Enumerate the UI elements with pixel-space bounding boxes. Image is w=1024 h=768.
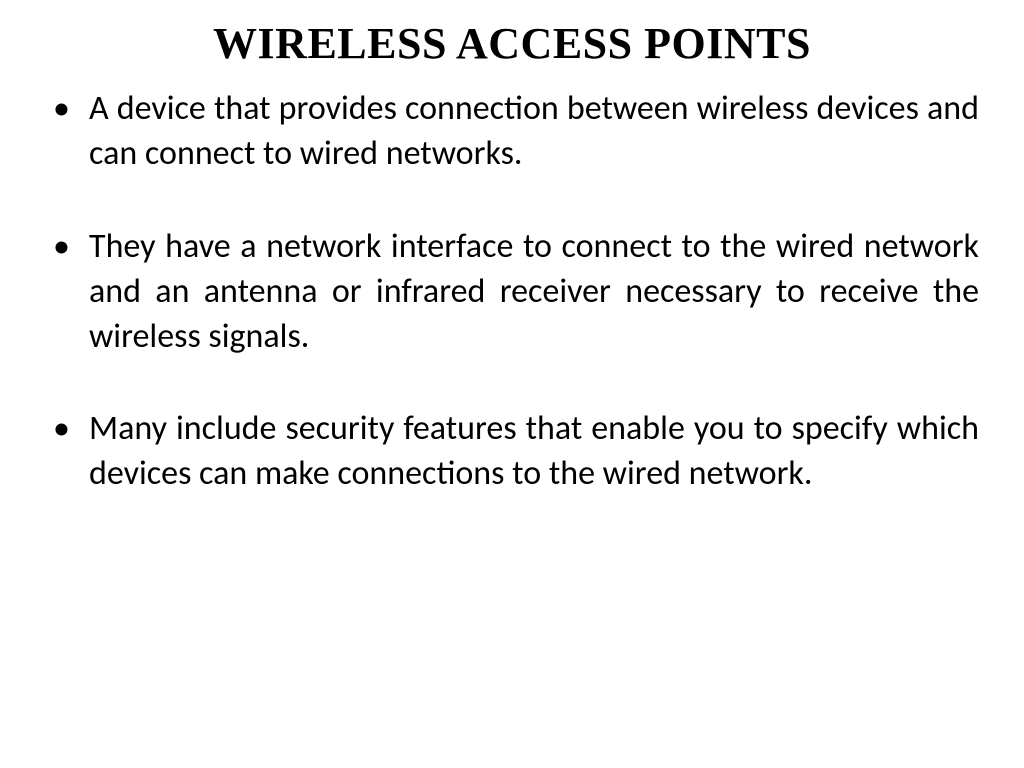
bullet-list: A device that provides connection betwee… bbox=[45, 87, 979, 497]
bullet-item: Many include security features that enab… bbox=[45, 407, 979, 497]
slide-container: WIRELESS ACCESS POINTS A device that pro… bbox=[0, 0, 1024, 768]
bullet-item: They have a network interface to connect… bbox=[45, 225, 979, 360]
bullet-item: A device that provides connection betwee… bbox=[45, 87, 979, 177]
slide-title: WIRELESS ACCESS POINTS bbox=[45, 18, 979, 69]
